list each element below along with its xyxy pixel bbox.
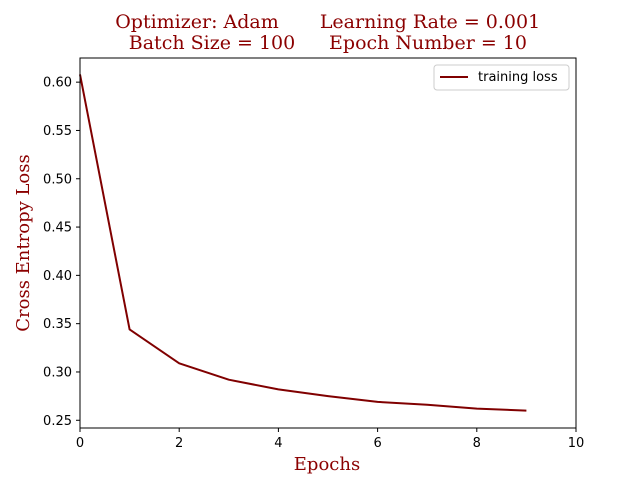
x-tick-label: 4 xyxy=(274,436,282,451)
x-tick-label: 2 xyxy=(175,436,183,451)
series-layer xyxy=(79,74,527,412)
plot-area xyxy=(79,57,577,429)
x-axis-label: Epochs xyxy=(294,454,360,475)
x-tick-label: 10 xyxy=(568,436,585,451)
x-tick-label: 8 xyxy=(473,436,481,451)
y-tick-label: 0.45 xyxy=(43,221,72,236)
series-line-training-loss xyxy=(79,74,527,412)
title-learning-rate: Learning Rate = 0.001 xyxy=(320,11,540,33)
x-tick-label: 6 xyxy=(373,436,381,451)
plot-frame xyxy=(79,57,577,429)
legend: training loss xyxy=(433,64,570,91)
legend-box xyxy=(433,64,570,91)
x-tick-label: 0 xyxy=(76,436,84,451)
legend-label-training-loss: training loss xyxy=(478,70,558,85)
title-batch-size: Batch Size = 100 xyxy=(129,32,295,54)
y-tick-label: 0.50 xyxy=(43,172,72,187)
y-tick-label: 0.35 xyxy=(43,317,72,332)
y-tick-label: 0.55 xyxy=(43,124,72,139)
y-tick-label: 0.25 xyxy=(43,414,72,429)
chart-title: Optimizer: Adam Learning Rate = 0.001 Ba… xyxy=(115,11,540,54)
y-axis-label: Cross Entropy Loss xyxy=(13,154,34,332)
y-axis-ticks: 0.25 0.30 0.35 0.40 0.45 0.50 0.55 0.60 xyxy=(43,76,80,429)
x-axis-ticks: 0 2 4 6 8 10 xyxy=(76,428,584,451)
title-optimizer: Optimizer: Adam xyxy=(115,11,279,33)
title-epoch-number: Epoch Number = 10 xyxy=(329,32,527,54)
y-tick-label: 0.30 xyxy=(43,365,72,380)
y-tick-label: 0.60 xyxy=(43,76,72,91)
y-tick-label: 0.40 xyxy=(43,269,72,284)
